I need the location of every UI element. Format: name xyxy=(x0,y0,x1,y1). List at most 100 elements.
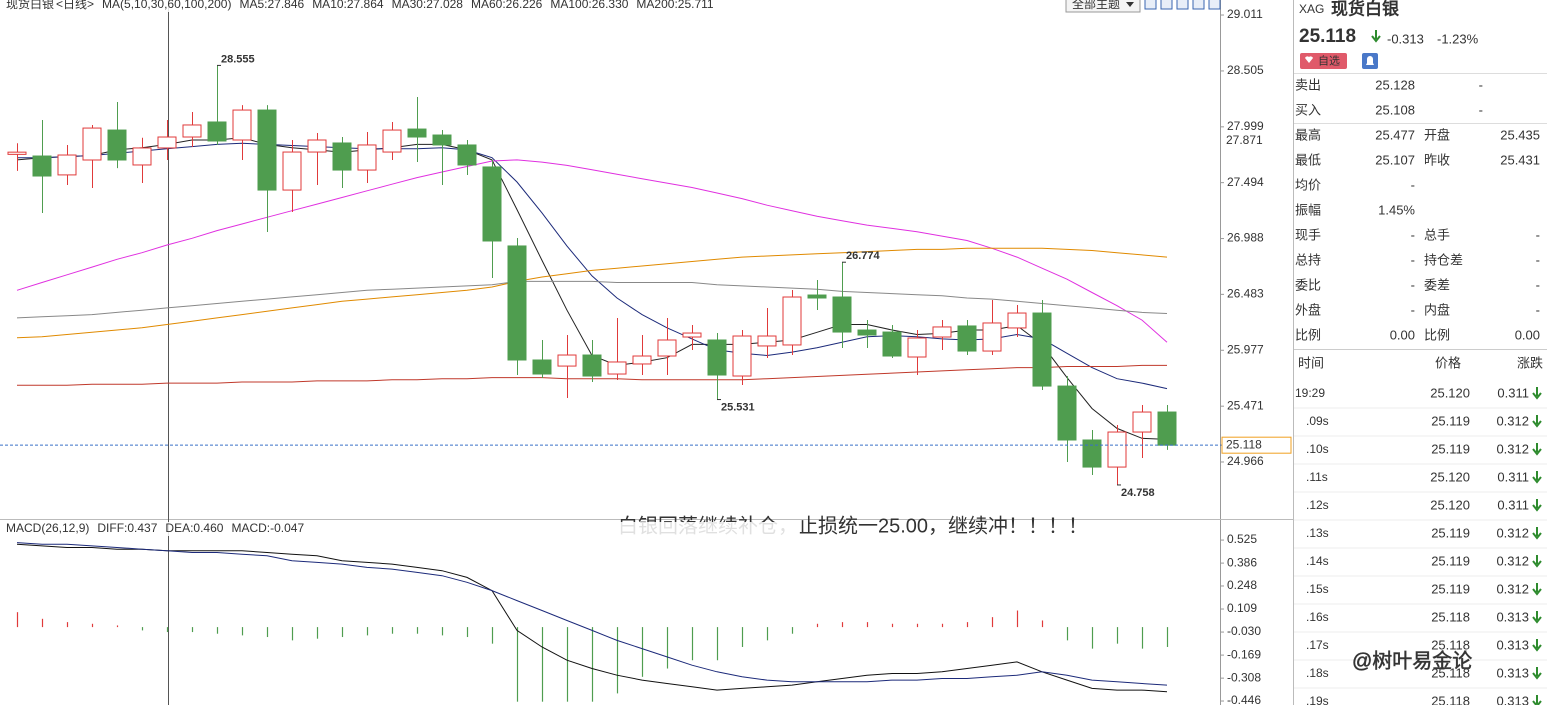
tool-icon[interactable] xyxy=(1192,0,1205,10)
extreme-label: 28.555 xyxy=(221,53,255,65)
trade-price: 25.118 xyxy=(1431,609,1470,624)
theme-button-label[interactable]: 全部主题 xyxy=(1072,0,1120,11)
down-arrow-icon xyxy=(1532,583,1542,596)
y-tick-label: 25.471 xyxy=(1227,398,1264,412)
candle-body xyxy=(1007,312,1027,329)
candle-body xyxy=(307,139,327,153)
tool-icon[interactable] xyxy=(1160,0,1173,10)
down-arrow-icon xyxy=(1532,555,1542,568)
trade-change: 0.312 xyxy=(1496,525,1529,540)
trade-change: 0.312 xyxy=(1496,413,1529,428)
quote-field-value: - xyxy=(1536,227,1540,242)
trade-header: 价格 xyxy=(1435,355,1461,370)
quote-field-label: 最高 xyxy=(1295,127,1321,142)
quote-change: -0.313 xyxy=(1387,31,1424,46)
legend-entry: MA30:27.028 xyxy=(392,0,464,11)
tool-icon[interactable] xyxy=(1176,0,1189,10)
candle-body xyxy=(1032,312,1052,387)
trade-time: .09s xyxy=(1306,414,1329,428)
quote-field-value: - xyxy=(1536,252,1540,267)
theme-button[interactable] xyxy=(1065,0,1141,13)
legend-background xyxy=(0,0,800,12)
trade-time: .19s xyxy=(1306,694,1329,705)
candle-body xyxy=(232,109,252,141)
candle-body xyxy=(432,134,452,146)
trade-change: 0.312 xyxy=(1496,553,1529,568)
bell-icon xyxy=(1366,56,1374,65)
trade-price: 25.120 xyxy=(1430,469,1470,484)
candle-body xyxy=(82,127,102,161)
legend-entry: 现货白银 xyxy=(6,0,54,11)
candle-body xyxy=(332,142,352,171)
tool-icon[interactable] xyxy=(1144,0,1157,10)
trade-price: 25.118 xyxy=(1431,665,1470,680)
quote-field-label: 持仓差 xyxy=(1424,252,1463,267)
candle-body xyxy=(557,354,577,367)
candle-body xyxy=(757,335,777,347)
candle-body xyxy=(657,339,677,357)
candle-body xyxy=(532,359,552,375)
quote-field-label: 最低 xyxy=(1295,152,1321,167)
legend-entry: MA60:26.226 xyxy=(471,0,543,11)
y-tick-label: -0.308 xyxy=(1227,670,1261,684)
legend-entry: MA100:26.330 xyxy=(550,0,628,11)
candle-body xyxy=(107,129,127,161)
candle-body xyxy=(1082,439,1102,468)
quote-field-value: 25.431 xyxy=(1500,152,1540,167)
quote-field-label: 委差 xyxy=(1424,277,1450,292)
trade-time: .13s xyxy=(1306,526,1329,540)
extreme-label: 25.531 xyxy=(721,401,755,413)
legend-entry: MACD(26,12,9) xyxy=(6,521,89,535)
candle-body xyxy=(632,355,652,365)
down-arrow-icon xyxy=(1532,639,1542,652)
legend-background xyxy=(0,522,800,536)
quote-price: 25.118 xyxy=(1299,26,1356,47)
y-tick-label: 27.494 xyxy=(1227,175,1264,189)
tool-icon[interactable] xyxy=(1208,0,1221,10)
quote-field-value: - xyxy=(1411,302,1415,317)
trade-price: 25.118 xyxy=(1431,637,1470,652)
y-tick-label: 0.525 xyxy=(1227,532,1257,546)
down-arrow-icon xyxy=(1532,695,1542,705)
y-tick-label: -0.030 xyxy=(1227,624,1261,638)
candle-body xyxy=(732,335,752,377)
trade-change: 0.313 xyxy=(1496,637,1529,652)
trade-price: 25.119 xyxy=(1431,413,1470,428)
watchlist-button-label[interactable]: 自选 xyxy=(1318,54,1340,67)
ma-line xyxy=(16,247,1168,339)
quote-field-label: 总持 xyxy=(1295,252,1321,267)
candle-body xyxy=(32,155,52,177)
quote-code: XAG xyxy=(1299,2,1324,16)
trade-change: 0.312 xyxy=(1496,441,1529,456)
y-tick-label: 0.248 xyxy=(1227,578,1257,592)
down-arrow-icon xyxy=(1532,415,1542,428)
candle-body xyxy=(207,121,227,142)
trade-price: 25.118 xyxy=(1431,693,1470,705)
trade-time: .17s xyxy=(1306,638,1329,652)
down-arrow-icon xyxy=(1532,387,1542,400)
quote-field-value: 0.00 xyxy=(1390,327,1415,342)
candle-body xyxy=(582,354,602,377)
quote-field-value: - xyxy=(1536,277,1540,292)
candle-body xyxy=(357,144,377,171)
heart-icon xyxy=(1305,56,1313,63)
trade-time: .16s xyxy=(1306,610,1329,624)
trade-change: 0.313 xyxy=(1496,693,1529,705)
candle-body xyxy=(7,151,27,155)
y-tick-label: 26.988 xyxy=(1227,231,1264,245)
y-tick-label: -0.169 xyxy=(1227,647,1261,661)
crosshair-price-label: 27.871 xyxy=(1226,133,1263,147)
trade-price: 25.120 xyxy=(1430,385,1470,400)
last-price-box xyxy=(1221,436,1292,454)
trade-change: 0.313 xyxy=(1496,609,1529,624)
down-arrow-icon xyxy=(1532,499,1542,512)
quote-field-value: 25.435 xyxy=(1500,127,1540,142)
candle-body xyxy=(782,296,802,346)
quote-field-label: 现手 xyxy=(1295,227,1321,242)
crosshair-price-box xyxy=(1222,132,1291,149)
quote-field-label: 内盘 xyxy=(1424,302,1450,317)
quote-field-value: - xyxy=(1479,102,1483,117)
legend-entry: MA200:25.711 xyxy=(636,0,713,11)
candle-body xyxy=(707,339,727,376)
